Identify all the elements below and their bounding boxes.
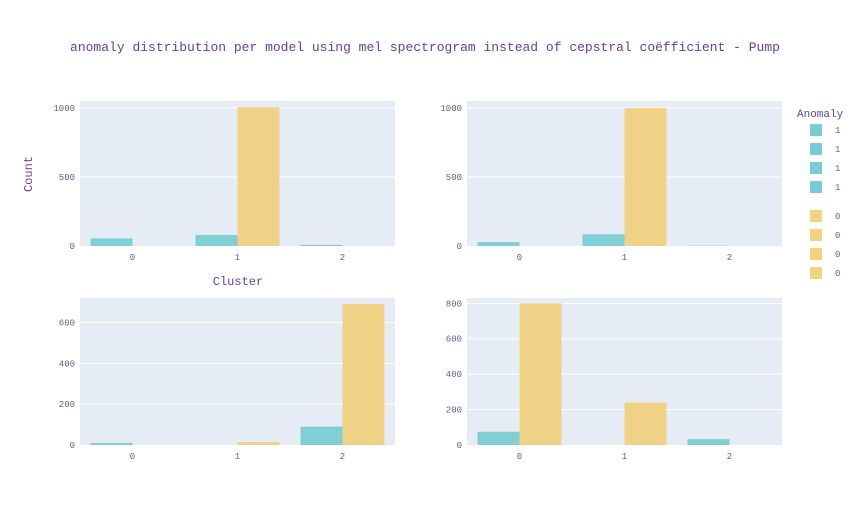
x-tick-label: 2 xyxy=(727,452,732,462)
y-tick-label: 0 xyxy=(70,441,75,451)
y-tick-label: 1000 xyxy=(53,104,75,114)
y-tick-label: 400 xyxy=(446,370,462,380)
y-tick-label: 200 xyxy=(446,406,462,416)
y-tick-label: 400 xyxy=(59,359,75,369)
legend-item[interactable]: 0 xyxy=(810,248,840,260)
bar-anomaly-0[interactable] xyxy=(519,303,562,445)
legend-item[interactable]: 1 xyxy=(810,143,840,155)
bar-anomaly-1[interactable] xyxy=(300,426,343,445)
y-tick-label: 600 xyxy=(446,335,462,345)
legend-item[interactable]: 1 xyxy=(810,181,840,193)
legend-label: 0 xyxy=(835,212,840,222)
x-tick-label: 1 xyxy=(235,253,240,263)
bar-anomaly-0[interactable] xyxy=(237,107,280,246)
legend-items[interactable]: 1 1 1 1 0 0 0 0 xyxy=(810,124,840,279)
y-tick-label: 500 xyxy=(59,173,75,183)
y-tick-label: 500 xyxy=(446,173,462,183)
bar-anomaly-1[interactable] xyxy=(90,442,133,445)
x-tick-label: 0 xyxy=(517,452,522,462)
bar-anomaly-1[interactable] xyxy=(300,244,343,246)
y-axis-title: Count xyxy=(22,156,36,192)
legend-label: 1 xyxy=(835,164,840,174)
chart-title: anomaly distribution per model using mel… xyxy=(70,40,780,55)
legend-label: 0 xyxy=(835,231,840,241)
legend-item[interactable]: 0 xyxy=(810,210,840,222)
legend-item[interactable]: 0 xyxy=(810,267,840,279)
subplot-4: 0 200 400 600 800 0 1 2 xyxy=(446,298,782,462)
bar-anomaly-1[interactable] xyxy=(477,242,520,246)
y-tick-label: 0 xyxy=(457,441,462,451)
y-tick-label: 200 xyxy=(59,400,75,410)
x-tick-label: 2 xyxy=(727,253,732,263)
x-axis-title: Cluster xyxy=(213,275,263,289)
subplot-1: 0 500 1000 0 1 2 xyxy=(53,101,395,263)
bar-anomaly-1[interactable] xyxy=(582,234,625,246)
legend-swatch xyxy=(810,143,822,155)
x-tick-label: 0 xyxy=(517,253,522,263)
legend-label: 1 xyxy=(835,126,840,136)
subplots: 0 500 1000 0 1 2 0 500 1000 0 1 2 0 200 400 600 0 1 2 0 200 4… xyxy=(53,101,782,462)
y-tick-label: 1000 xyxy=(440,104,462,114)
legend-swatch xyxy=(810,210,822,222)
bar-anomaly-1[interactable] xyxy=(477,431,520,445)
legend-swatch xyxy=(810,267,822,279)
y-tick-label: 0 xyxy=(70,242,75,252)
legend[interactable]: Anomaly 1 1 1 1 0 0 0 0 xyxy=(797,109,844,279)
legend-label: 0 xyxy=(835,269,840,279)
bar-anomaly-0[interactable] xyxy=(624,107,667,247)
legend-label: 1 xyxy=(835,183,840,193)
bar-anomaly-1[interactable] xyxy=(90,238,133,246)
x-tick-label: 1 xyxy=(622,253,627,263)
legend-swatch xyxy=(810,229,822,241)
legend-swatch xyxy=(810,248,822,260)
bar-anomaly-0[interactable] xyxy=(237,441,280,445)
legend-item[interactable]: 0 xyxy=(810,229,840,241)
legend-swatch xyxy=(810,162,822,174)
bar-anomaly-0[interactable] xyxy=(624,402,667,445)
x-tick-label: 1 xyxy=(622,452,627,462)
subplot-2: 0 500 1000 0 1 2 xyxy=(440,101,782,263)
x-tick-label: 0 xyxy=(130,253,135,263)
x-tick-label: 0 xyxy=(130,452,135,462)
x-tick-label: 2 xyxy=(340,452,345,462)
legend-title: Anomaly xyxy=(797,109,844,121)
x-tick-label: 1 xyxy=(235,452,240,462)
legend-item[interactable]: 1 xyxy=(810,162,840,174)
y-tick-label: 0 xyxy=(457,242,462,252)
bar-anomaly-1[interactable] xyxy=(195,234,238,246)
y-tick-label: 800 xyxy=(446,299,462,309)
y-tick-label: 600 xyxy=(59,319,75,329)
legend-swatch xyxy=(810,181,822,193)
legend-label: 0 xyxy=(835,250,840,260)
legend-swatch xyxy=(810,124,822,136)
bar-anomaly-0[interactable] xyxy=(342,304,385,445)
bar-anomaly-1[interactable] xyxy=(687,439,730,445)
legend-item[interactable]: 1 xyxy=(810,124,840,136)
subplot-3: 0 200 400 600 0 1 2 xyxy=(59,298,395,462)
legend-label: 1 xyxy=(835,145,840,155)
x-tick-label: 2 xyxy=(340,253,345,263)
